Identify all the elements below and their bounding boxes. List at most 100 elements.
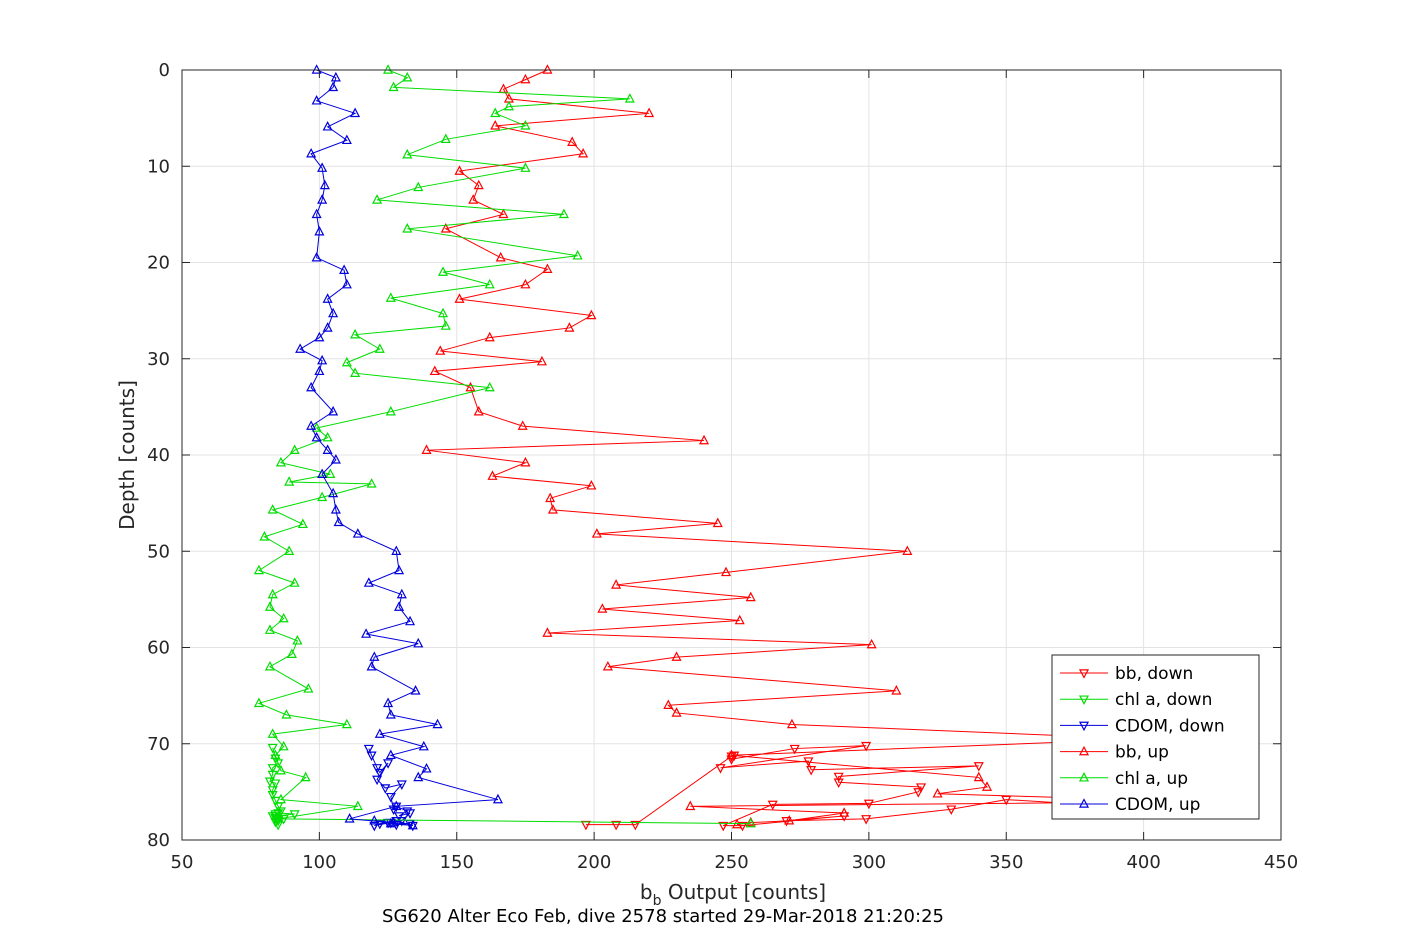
data-point — [492, 793, 504, 804]
data-point — [611, 820, 622, 831]
data-point — [663, 699, 674, 709]
data-point — [270, 749, 281, 760]
data-point — [330, 71, 341, 82]
y-tick-label: 60 — [147, 638, 170, 659]
data-point — [902, 545, 913, 555]
data-point — [421, 762, 432, 773]
data-point — [352, 800, 363, 811]
x-tick-label: 350 — [989, 852, 1023, 873]
data-point — [542, 64, 553, 74]
data-point — [328, 405, 339, 416]
data-point — [319, 179, 330, 190]
data-point — [542, 627, 553, 637]
data-point — [1001, 795, 1012, 806]
data-point — [317, 491, 328, 502]
data-point — [341, 134, 352, 145]
data-point — [547, 504, 558, 514]
series-bb-down — [580, 741, 1122, 832]
data-point — [388, 816, 399, 827]
data-point — [383, 759, 394, 769]
data-point — [394, 564, 405, 575]
data-point — [726, 755, 737, 765]
data-point — [630, 820, 641, 831]
data-point — [385, 817, 396, 828]
data-point — [558, 208, 569, 219]
legend: bb, down chl a, down CDOM, down bb, up chl a… — [1051, 654, 1260, 820]
data-point — [437, 307, 449, 318]
data-point — [413, 181, 424, 192]
data-point — [402, 148, 413, 159]
data-point — [264, 660, 275, 671]
data-point — [404, 809, 416, 819]
data-point — [671, 707, 682, 717]
data-point — [333, 516, 344, 527]
data-point — [278, 612, 289, 623]
data-point — [369, 821, 380, 832]
legend-label: CDOM, down — [1115, 716, 1225, 736]
data-point — [786, 718, 797, 729]
legend-item-chl-a-down: chl a, down — [1060, 690, 1212, 710]
x-axis-label-main: b — [640, 880, 653, 904]
data-point — [726, 749, 737, 760]
data-point — [473, 179, 484, 190]
data-point — [440, 223, 451, 233]
data-point — [278, 740, 289, 751]
data-point — [322, 121, 333, 131]
data-point — [484, 381, 495, 392]
data-point — [685, 800, 696, 811]
data-point — [267, 743, 278, 754]
y-tick-label: 40 — [147, 445, 170, 466]
data-point — [671, 651, 682, 661]
data-point — [473, 405, 484, 416]
data-point — [270, 779, 281, 789]
data-point — [322, 293, 333, 303]
dive-caption: SG620 Alter Eco Feb, dive 2578 started 2… — [382, 906, 944, 927]
x-tick-label: 450 — [1264, 852, 1298, 873]
data-point — [286, 648, 297, 658]
data-point — [698, 434, 710, 445]
data-point — [267, 791, 278, 801]
y-tick-label: 0 — [159, 60, 170, 81]
data-point — [372, 194, 383, 204]
legend-label: bb, down — [1115, 664, 1193, 684]
data-point — [437, 266, 449, 276]
data-point — [597, 603, 608, 613]
data-point — [806, 765, 817, 776]
data-point — [341, 278, 352, 289]
data-point — [350, 367, 361, 377]
data-point — [273, 809, 284, 819]
data-point — [306, 147, 317, 158]
data-point — [396, 780, 407, 790]
data-point — [572, 249, 583, 260]
x-tick-label: 100 — [302, 852, 336, 873]
data-point — [328, 487, 339, 498]
data-point — [311, 251, 322, 262]
data-point — [866, 638, 877, 649]
data-point — [350, 107, 361, 118]
data-point — [363, 744, 374, 755]
data-point — [328, 307, 339, 318]
data-point — [440, 133, 451, 144]
data-point — [468, 194, 479, 204]
data-point — [396, 588, 407, 599]
data-point — [253, 564, 264, 575]
data-point — [487, 470, 498, 480]
data-point — [289, 444, 300, 454]
data-point — [297, 518, 308, 529]
data-point — [306, 420, 317, 430]
data-point — [833, 772, 844, 783]
data-point — [385, 405, 396, 416]
data-point — [330, 454, 341, 464]
y-tick-label: 80 — [147, 830, 170, 851]
data-point — [503, 100, 514, 111]
data-point — [432, 718, 443, 729]
series-cdom-up — [295, 64, 504, 830]
data-point — [578, 147, 589, 158]
data-point — [402, 807, 413, 817]
data-point — [542, 263, 553, 273]
data-point — [465, 381, 476, 392]
data-point — [973, 762, 984, 772]
data-point — [281, 709, 292, 719]
data-point — [372, 775, 383, 786]
data-point — [289, 810, 300, 820]
